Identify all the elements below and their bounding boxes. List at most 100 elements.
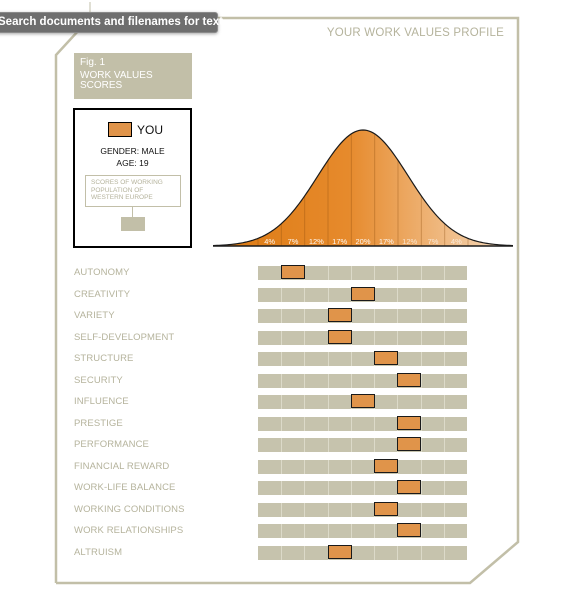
value-label: SELF-DEVELOPMENT [74,331,175,343]
track-divider [374,266,376,280]
track-divider [281,352,283,366]
track-divider [420,459,422,474]
track-divider [443,330,445,345]
value-marker [374,351,399,365]
value-track [258,351,467,366]
legend-population-label: SCORES OF WORKING POPULATION OF WESTERN … [85,175,181,207]
track-divider [281,287,283,302]
track-divider [281,395,283,409]
track-divider [443,545,445,560]
distribution-bin-label: 12% [402,237,417,246]
track-divider [397,287,399,302]
track-divider [281,438,283,452]
legend-box: YOU GENDER: MALE AGE: 19 SCORES OF WORKI… [73,108,192,248]
track-divider [350,459,352,474]
value-track [258,372,467,388]
value-marker [397,523,422,537]
legend-population-swatch [121,217,145,231]
value-track [258,265,467,280]
value-label: ALTRUISM [74,546,123,558]
track-divider [443,438,445,452]
track-divider [443,395,445,409]
track-divider [420,395,422,409]
distribution-bin-label: 17% [332,237,347,246]
track-divider [281,416,283,431]
search-tooltip: Search documents and filenames for text [0,12,223,33]
track-divider [327,524,329,538]
track-divider [304,287,306,302]
value-marker [397,480,422,494]
track-divider [304,373,306,388]
value-label: FINANCIAL REWARD [74,460,170,472]
distribution-bin-label: 17% [379,237,394,246]
track-divider [281,524,283,538]
track-divider [374,438,376,452]
track-divider [327,373,329,388]
legend-population-line2: POPULATION OF [91,186,144,194]
track-divider [374,416,376,431]
value-track [258,480,467,495]
track-divider [397,330,399,345]
track-divider [374,545,376,560]
value-label: WORKING CONDITIONS [74,503,185,515]
value-label: STRUCTURE [74,353,134,364]
track-divider [443,459,445,474]
value-track [258,394,467,409]
track-divider [420,545,422,560]
track-divider [304,481,306,495]
track-divider [443,481,445,495]
value-marker [327,308,352,322]
value-label: WORK-LIFE BALANCE [74,482,176,493]
track-divider [304,545,306,560]
distribution-bin-label: 20% [355,237,370,246]
legend-age: AGE: 19 [116,158,149,168]
track-divider [350,266,352,280]
track-divider [443,502,445,517]
value-label: VARIETY [74,310,115,321]
value-label: WORK RELATIONSHIPS [74,525,184,536]
distribution-bin-label: 4% [451,237,462,246]
track-divider [420,287,422,302]
track-divider [327,352,329,366]
track-divider [443,287,445,302]
track-divider [420,502,422,517]
track-divider [350,352,352,366]
legend-you-swatch [108,122,132,137]
track-divider [397,266,399,280]
track-divider [420,352,422,366]
value-label: SECURITY [74,374,123,386]
legend-gender: GENDER: MALE [100,146,165,156]
value-track [258,329,467,345]
value-track [258,308,467,323]
track-divider [281,502,283,517]
distribution-bin-label: 7% [288,237,299,246]
figure-label: Fig. 1 WORK VALUES SCORES [74,53,192,99]
track-divider [304,309,306,323]
legend-population-line3: WESTERN EUROPE [91,194,153,201]
track-divider [374,373,376,388]
value-marker [281,265,306,279]
track-divider [281,330,283,345]
figure-title-line1: WORK VALUES [80,70,153,81]
value-marker [327,329,352,344]
track-divider [420,309,422,323]
track-divider [327,502,329,517]
track-divider [397,395,399,409]
track-divider [350,416,352,431]
track-divider [304,502,306,517]
track-divider [281,373,283,388]
track-divider [374,481,376,495]
value-track [258,501,467,517]
track-divider [443,266,445,280]
track-divider [350,438,352,452]
track-divider [397,545,399,560]
value-label: CREATIVITY [74,288,131,300]
track-divider [374,309,376,323]
value-track [258,286,467,302]
distribution-bin-label: 12% [309,237,324,246]
value-track [258,415,467,431]
value-marker [374,501,399,516]
legend-population-line1: SCORES OF WORKING [91,179,163,186]
value-track [258,523,467,538]
distribution-area [213,130,513,246]
